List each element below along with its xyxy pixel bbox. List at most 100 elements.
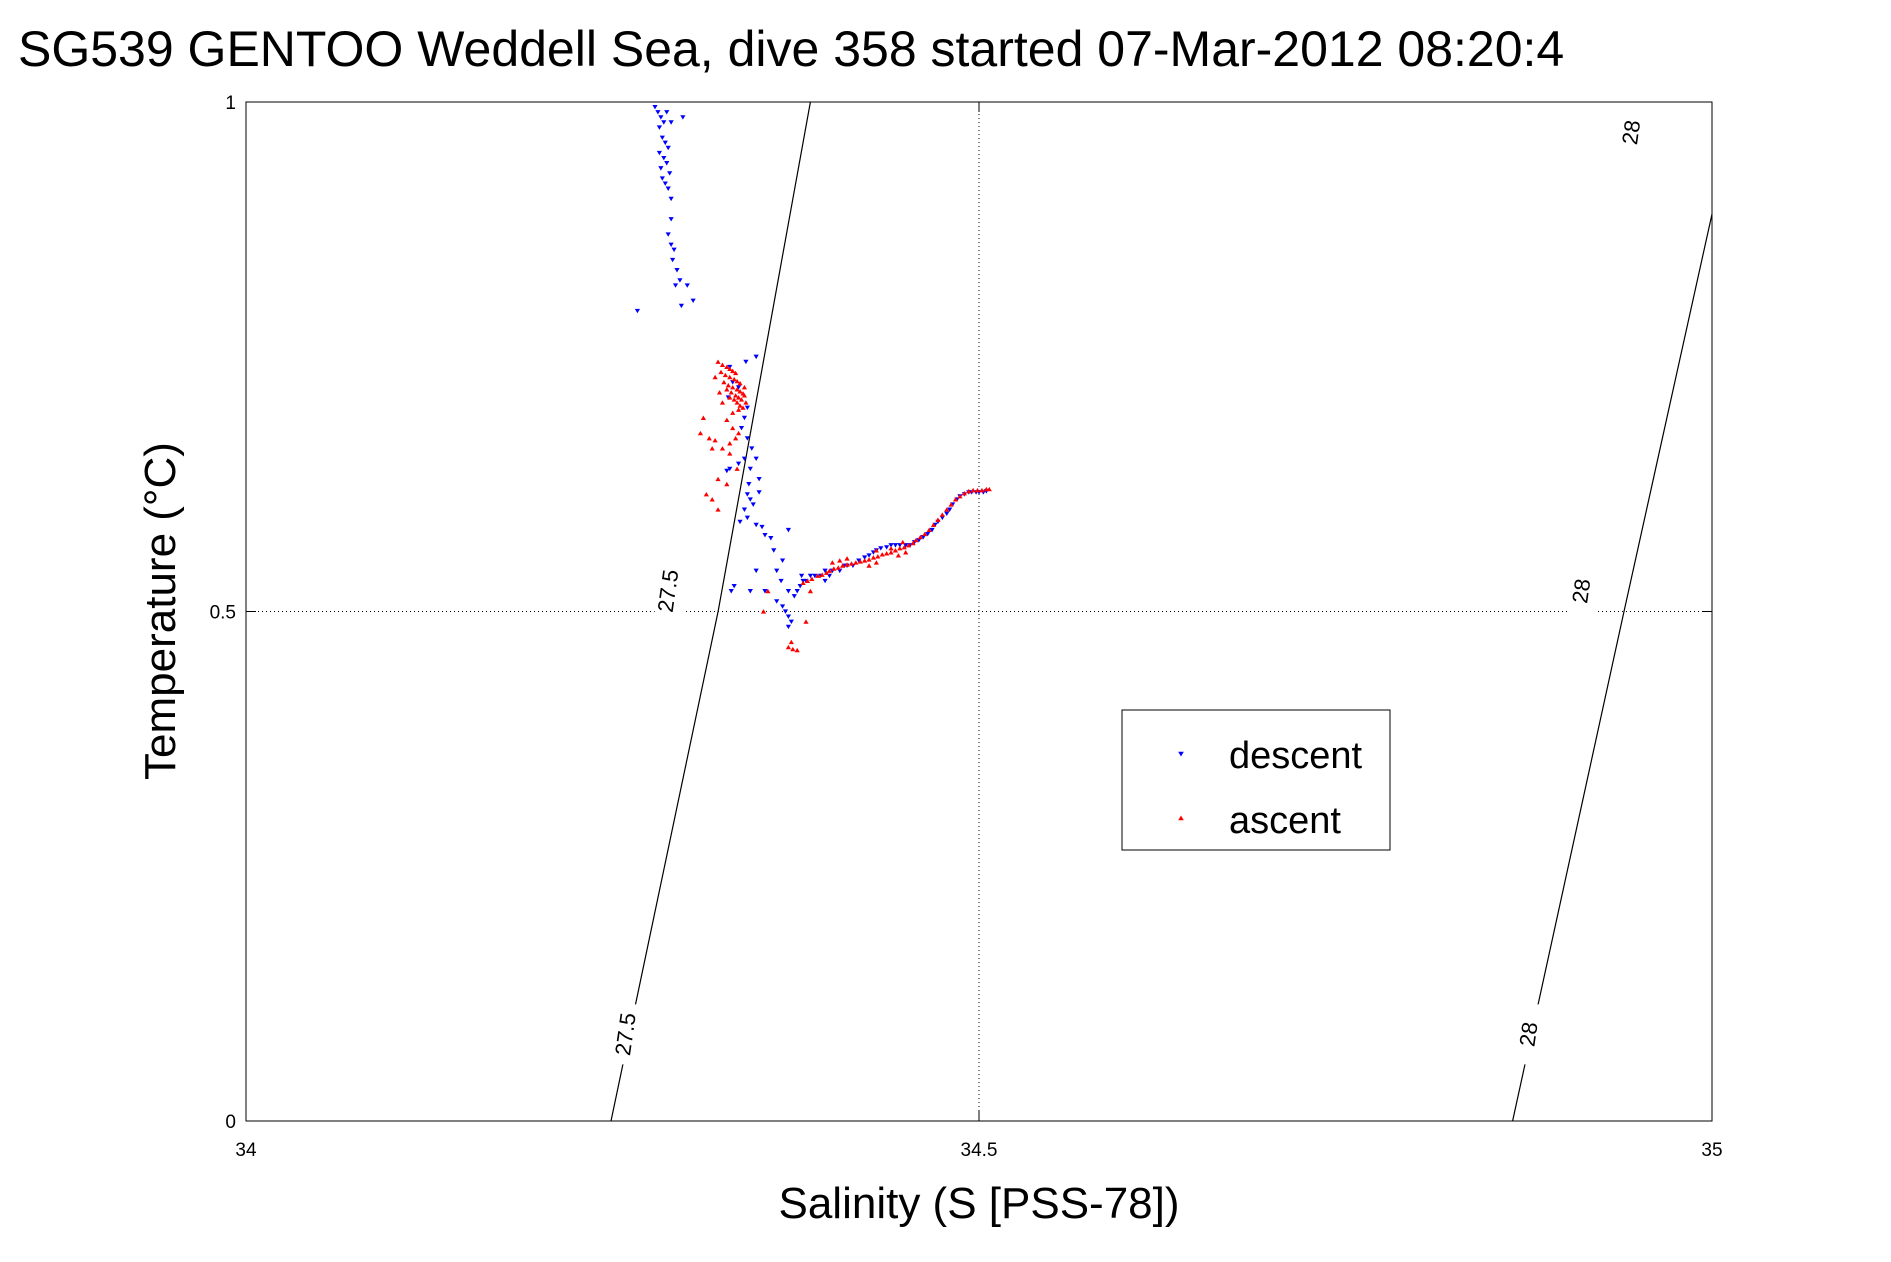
descent-point <box>788 619 794 625</box>
ascent-point <box>819 572 825 577</box>
ascent-point <box>715 359 721 364</box>
ascent-point <box>721 379 727 385</box>
ascent-point <box>831 566 837 571</box>
ascent-point <box>840 563 846 568</box>
legend-box <box>1121 709 1391 851</box>
x-tick-label: 34 <box>235 1140 257 1161</box>
descent-point <box>797 583 803 589</box>
contour-label: 28 <box>1617 118 1645 146</box>
ascent-point <box>939 512 945 517</box>
descent-point <box>822 578 828 584</box>
descent-point <box>665 186 671 191</box>
ascent-point <box>733 370 739 376</box>
ascent-point <box>718 369 724 375</box>
ascent-point <box>829 560 835 565</box>
ascent-point <box>873 560 879 565</box>
ascent-point <box>979 487 985 493</box>
ascent-point <box>900 539 906 545</box>
contour-label-gap <box>612 1004 643 1065</box>
density-contours: 27.5 27.5 28 28 28 <box>610 101 1713 1122</box>
x-axis-label: Salinity (S [PSS-78]) <box>778 1179 1179 1228</box>
ascent-point <box>741 384 748 390</box>
ascent-point <box>930 522 937 527</box>
ascent-point <box>906 542 912 548</box>
descent-point <box>671 247 677 253</box>
descent-point <box>759 524 765 530</box>
descent-point <box>799 573 805 579</box>
descent-point <box>753 522 759 528</box>
ascent-point <box>719 400 726 405</box>
ascent-point <box>966 488 972 494</box>
ascent-point <box>986 486 992 492</box>
descent-point <box>743 359 749 365</box>
descent-point <box>728 589 734 594</box>
density-contour-line <box>610 101 811 1122</box>
descent-point <box>744 436 750 441</box>
descent-point <box>741 507 748 512</box>
ascent-point <box>888 550 894 555</box>
descent-point <box>672 283 679 288</box>
ascent-point <box>734 378 740 384</box>
ascent-point <box>875 554 881 559</box>
descent-point <box>655 110 661 115</box>
legend-label-ascent: ascent <box>1229 800 1341 842</box>
contour-label-gap <box>1515 1004 1546 1065</box>
ascent-point <box>709 497 715 502</box>
ascent-point <box>719 362 726 367</box>
descent-point <box>749 446 755 451</box>
y-axis-label: Temperature (°C) <box>136 442 185 780</box>
ascent-point <box>731 376 737 382</box>
y-tick-label: 0.5 <box>210 603 236 624</box>
ascent-point <box>740 405 746 410</box>
descent-point <box>684 283 690 288</box>
descent-point <box>680 115 686 120</box>
ascent-point <box>727 441 733 446</box>
ascent-point <box>716 390 723 395</box>
chart-title: SG539 GENTOO Weddell Sea, dive 358 start… <box>18 21 1564 77</box>
legend-marker-ascent <box>1178 815 1184 821</box>
ascent-point <box>895 553 901 558</box>
ascent-point <box>737 380 743 386</box>
ascent-point <box>957 494 963 499</box>
descent-point <box>662 181 668 186</box>
ascent-point <box>873 548 879 553</box>
ascent-point <box>735 430 742 436</box>
ascent-point <box>794 647 800 653</box>
ascent-point <box>734 400 740 405</box>
descent-point <box>670 257 676 263</box>
ascent-point <box>844 556 850 561</box>
ascent-point <box>728 390 734 395</box>
ascent-point <box>804 578 811 584</box>
descent-point <box>778 578 784 584</box>
ascent-point <box>712 437 718 443</box>
ascent-point <box>790 646 796 652</box>
descent-point <box>668 242 674 247</box>
descent-point <box>747 589 753 594</box>
ascent-point <box>700 415 706 420</box>
descent-point <box>665 145 671 151</box>
descent-point <box>822 568 828 574</box>
ascent-point <box>844 562 850 567</box>
ascent-point <box>730 384 736 390</box>
contour-label: 28 <box>1514 1020 1542 1048</box>
ascent-point <box>917 534 923 540</box>
ascent-point <box>884 551 890 556</box>
descent-point <box>762 589 768 594</box>
descent-point <box>939 515 945 521</box>
descent-point <box>659 135 665 141</box>
descent-point <box>674 268 680 273</box>
descent-point <box>753 568 759 574</box>
x-tick-label: 35 <box>1701 1140 1722 1161</box>
ascent-point <box>738 397 745 402</box>
ascent-point <box>727 374 733 380</box>
descent-point <box>837 568 843 574</box>
descent-point <box>730 380 736 385</box>
descent-point <box>738 426 745 431</box>
ascent-point <box>935 517 941 522</box>
ascent-point <box>837 558 843 563</box>
ascent-point <box>901 544 907 550</box>
ascent-point <box>727 395 733 400</box>
y-tick-label: 0 <box>225 1112 236 1133</box>
descent-point <box>667 171 673 176</box>
